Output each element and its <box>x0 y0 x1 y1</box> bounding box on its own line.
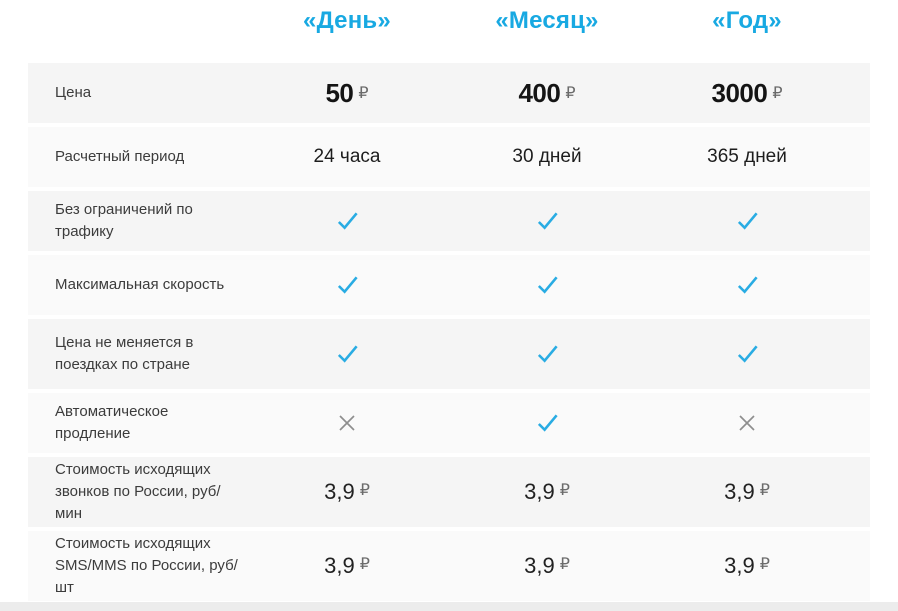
value-cell-year <box>647 273 847 298</box>
row-label: Расчетный период <box>55 148 185 166</box>
check-icon <box>337 344 358 363</box>
value-cell-month <box>447 411 647 436</box>
amount-value: 3,9 <box>724 553 755 578</box>
table-row: Расчетный период 24 часа 30 дней 365 дне… <box>28 127 870 187</box>
ruble-sign: ₽ <box>559 482 570 499</box>
amount-value: 3000 <box>711 77 768 108</box>
value-cell-year <box>647 209 847 234</box>
table-row: Стоимость исходящих звонков по России, р… <box>28 457 870 527</box>
bottom-section-divider <box>0 602 898 611</box>
ruble-sign: ₽ <box>559 556 570 573</box>
check-icon <box>537 344 558 363</box>
check-icon <box>737 344 758 363</box>
value-cell-day <box>247 411 447 435</box>
cross-icon <box>739 415 755 431</box>
table-row: Автоматическое продление <box>28 393 870 453</box>
value-cell-day: 50 ₽ <box>247 78 447 109</box>
value-cell-day: 3,9 ₽ <box>247 479 447 505</box>
value-cell-month: 3,9 ₽ <box>447 553 647 579</box>
amount-value: 3,9 <box>324 553 355 578</box>
check-icon <box>737 211 758 230</box>
table-rows: Цена 50 ₽ 400 ₽ 3000 ₽ Расчетный период 24 … <box>28 63 870 601</box>
ruble-sign: ₽ <box>565 84 576 102</box>
check-icon <box>737 275 758 294</box>
amount-value: 3,9 <box>324 479 355 504</box>
text-value: 24 часа <box>313 146 381 167</box>
row-label: Цена <box>55 84 92 102</box>
value-cell-day <box>247 273 447 298</box>
amount-value: 400 <box>518 77 561 108</box>
check-icon <box>537 275 558 294</box>
row-label: Цена не меняется в поездках по стране <box>55 334 194 373</box>
check-icon <box>537 413 558 432</box>
ruble-sign: ₽ <box>759 556 770 573</box>
check-icon <box>337 275 358 294</box>
value-cell-year <box>647 342 847 367</box>
row-label: Стоимость исходящих SMS/MMS по России, р… <box>55 535 238 596</box>
amount-value: 3,9 <box>524 553 555 578</box>
value-cell-day: 3,9 ₽ <box>247 553 447 579</box>
ruble-sign: ₽ <box>772 84 783 102</box>
amount-value: 50 <box>325 77 354 108</box>
text-value: 365 дней <box>707 146 787 167</box>
value-cell-month: 30 дней <box>447 146 647 168</box>
column-header-month: «Месяц» <box>495 7 599 34</box>
table-row: Цена не меняется в поездках по стране <box>28 319 870 389</box>
row-label: Стоимость исходящих звонков по России, р… <box>55 461 221 522</box>
row-label: Без ограничений по трафику <box>55 201 193 240</box>
value-cell-month: 400 ₽ <box>447 78 647 109</box>
value-cell-day: 24 часа <box>247 146 447 168</box>
value-cell-day <box>247 209 447 234</box>
value-cell-year <box>647 411 847 435</box>
row-label: Автоматическое продление <box>55 403 169 442</box>
value-cell-month <box>447 273 647 298</box>
check-icon <box>537 211 558 230</box>
value-cell-year: 3000 ₽ <box>647 78 847 109</box>
value-cell-month <box>447 342 647 367</box>
ruble-sign: ₽ <box>358 84 369 102</box>
ruble-sign: ₽ <box>359 556 370 573</box>
value-cell-month <box>447 209 647 234</box>
ruble-sign: ₽ <box>759 482 770 499</box>
table-row: Цена 50 ₽ 400 ₽ 3000 ₽ <box>28 63 870 123</box>
value-cell-year: 3,9 ₽ <box>647 553 847 579</box>
column-header-year: «Год» <box>712 7 782 34</box>
table-row: Стоимость исходящих SMS/MMS по России, р… <box>28 531 870 601</box>
column-headers: «День» «Месяц» «Год» <box>28 2 870 40</box>
ruble-sign: ₽ <box>359 482 370 499</box>
value-cell-year: 365 дней <box>647 146 847 168</box>
amount-value: 3,9 <box>724 479 755 504</box>
value-cell-month: 3,9 ₽ <box>447 479 647 505</box>
value-cell-year: 3,9 ₽ <box>647 479 847 505</box>
text-value: 30 дней <box>512 146 582 167</box>
table-row: Без ограничений по трафику <box>28 191 870 251</box>
row-label: Максимальная скорость <box>55 276 225 294</box>
value-cell-day <box>247 342 447 367</box>
amount-value: 3,9 <box>524 479 555 504</box>
cross-icon <box>339 415 355 431</box>
table-row: Максимальная скорость <box>28 255 870 315</box>
column-header-day: «День» <box>303 7 391 34</box>
check-icon <box>337 211 358 230</box>
